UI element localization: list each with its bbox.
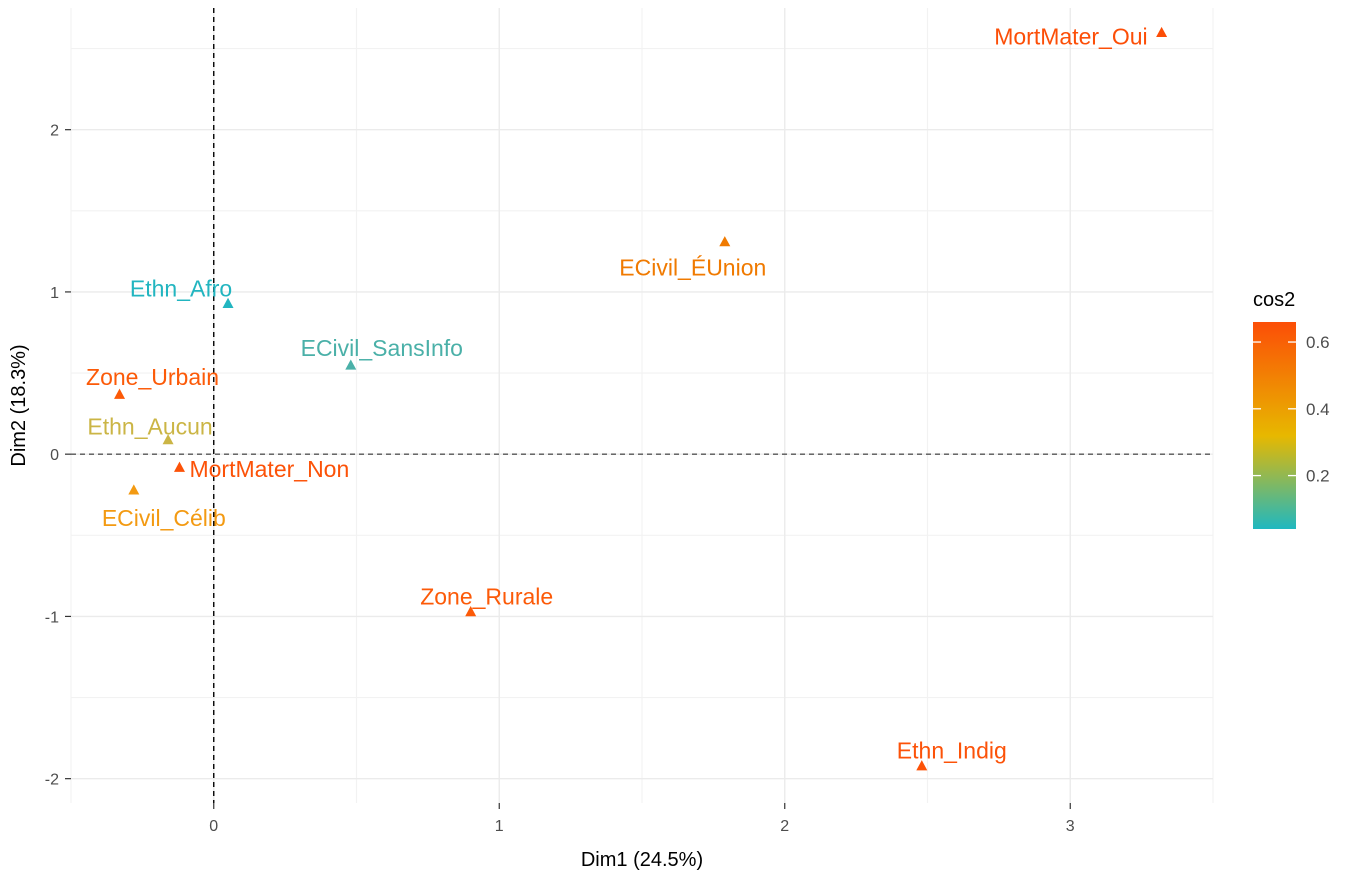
point-marker — [916, 760, 928, 771]
point-marker — [114, 388, 126, 399]
y-tick-label: -1 — [45, 609, 59, 626]
legend-tick-label: 0.2 — [1306, 467, 1330, 486]
point-label: Ethn_Indig — [897, 738, 1007, 764]
point-marker — [345, 359, 357, 370]
x-axis-title: Dim1 (24.5%) — [581, 849, 703, 871]
point-marker — [465, 606, 477, 617]
point-marker — [222, 297, 234, 308]
x-tick-label: 2 — [780, 818, 789, 835]
y-tick-label: 0 — [50, 447, 59, 464]
point-label: ECivil_ÉUnion — [619, 255, 766, 281]
y-tick-label: 1 — [50, 285, 59, 302]
point-marker — [162, 434, 174, 445]
legend-colorbar — [1253, 322, 1296, 529]
y-axis-title: Dim2 (18.3%) — [8, 344, 30, 466]
y-tick-label: 2 — [50, 123, 59, 140]
x-tick-label: 1 — [495, 818, 504, 835]
points — [114, 26, 1168, 771]
legend-tick-label: 0.4 — [1306, 400, 1330, 419]
legend-title: cos2 — [1253, 289, 1295, 311]
axes: 0 1 2 3 -2 -1 0 1 2 — [45, 123, 1075, 835]
x-tick-label: 0 — [209, 818, 218, 835]
point-marker — [719, 236, 731, 247]
point-marker — [1156, 26, 1168, 38]
point-label: Ethn_Aucun — [87, 414, 212, 440]
point-label: MortMater_Non — [189, 456, 349, 482]
point-label: Ethn_Afro — [130, 275, 232, 301]
point-marker — [128, 484, 140, 495]
gridlines — [70, 8, 1214, 803]
point-label: Zone_Urbain — [86, 364, 219, 390]
point-label: ECivil_Célib — [102, 505, 226, 531]
point-label: ECivil_SansInfo — [301, 335, 463, 361]
legend-tick-label: 0.6 — [1306, 333, 1330, 352]
point-labels: MortMater_Oui ECivil_ÉUnion Ethn_Afro ECivi… — [86, 23, 1148, 763]
y-tick-label: -2 — [45, 772, 59, 789]
point-label: Zone_Rurale — [420, 584, 553, 610]
point-label: MortMater_Oui — [994, 23, 1147, 49]
x-tick-label: 3 — [1066, 818, 1075, 835]
legend-ticks: 0.2 0.4 0.6 — [1253, 333, 1330, 486]
legend: cos2 0.2 0.4 0.6 — [1253, 289, 1330, 529]
point-marker — [173, 461, 185, 472]
reference-lines — [71, 8, 1213, 803]
